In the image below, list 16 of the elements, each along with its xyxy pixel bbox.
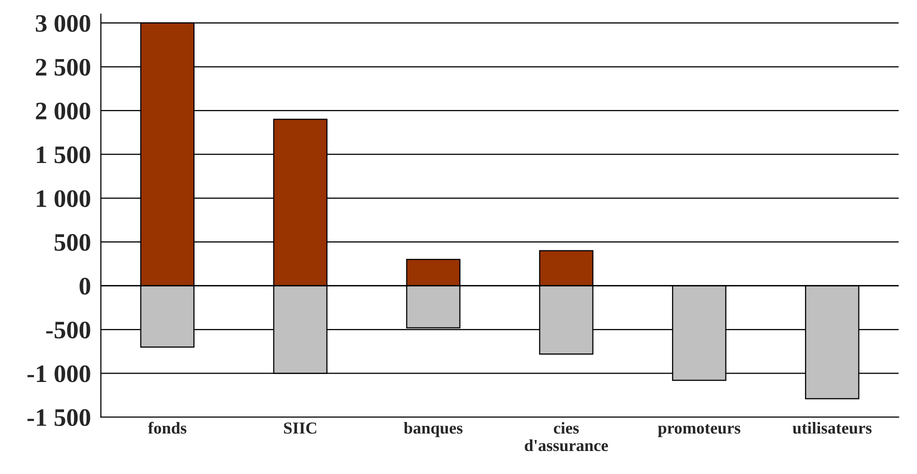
x-tick-label: promoteurs — [658, 424, 740, 438]
x-tick-label: fonds — [148, 422, 186, 434]
y-tick-label: 0 — [80, 278, 90, 295]
y-tick-label: 500 — [54, 234, 90, 251]
y-tick-label: -1 000 — [27, 365, 90, 382]
x-tick-label: banques — [404, 422, 463, 438]
y-tick-label: 1 500 — [36, 146, 90, 164]
y-tick-label: 3 000 — [36, 15, 90, 32]
y-tick-label: 2 000 — [36, 102, 90, 120]
x-tick-label: SIIC — [284, 422, 316, 434]
x-tick-label: cies d'assurance — [524, 422, 608, 452]
y-tick-label: -500 — [46, 322, 90, 338]
y-tick-label: -1 500 — [27, 409, 90, 426]
x-tick-label: utilisateurs — [792, 422, 872, 434]
y-tick-label: 1 000 — [36, 190, 90, 208]
y-tick-label: 2 500 — [36, 58, 90, 76]
